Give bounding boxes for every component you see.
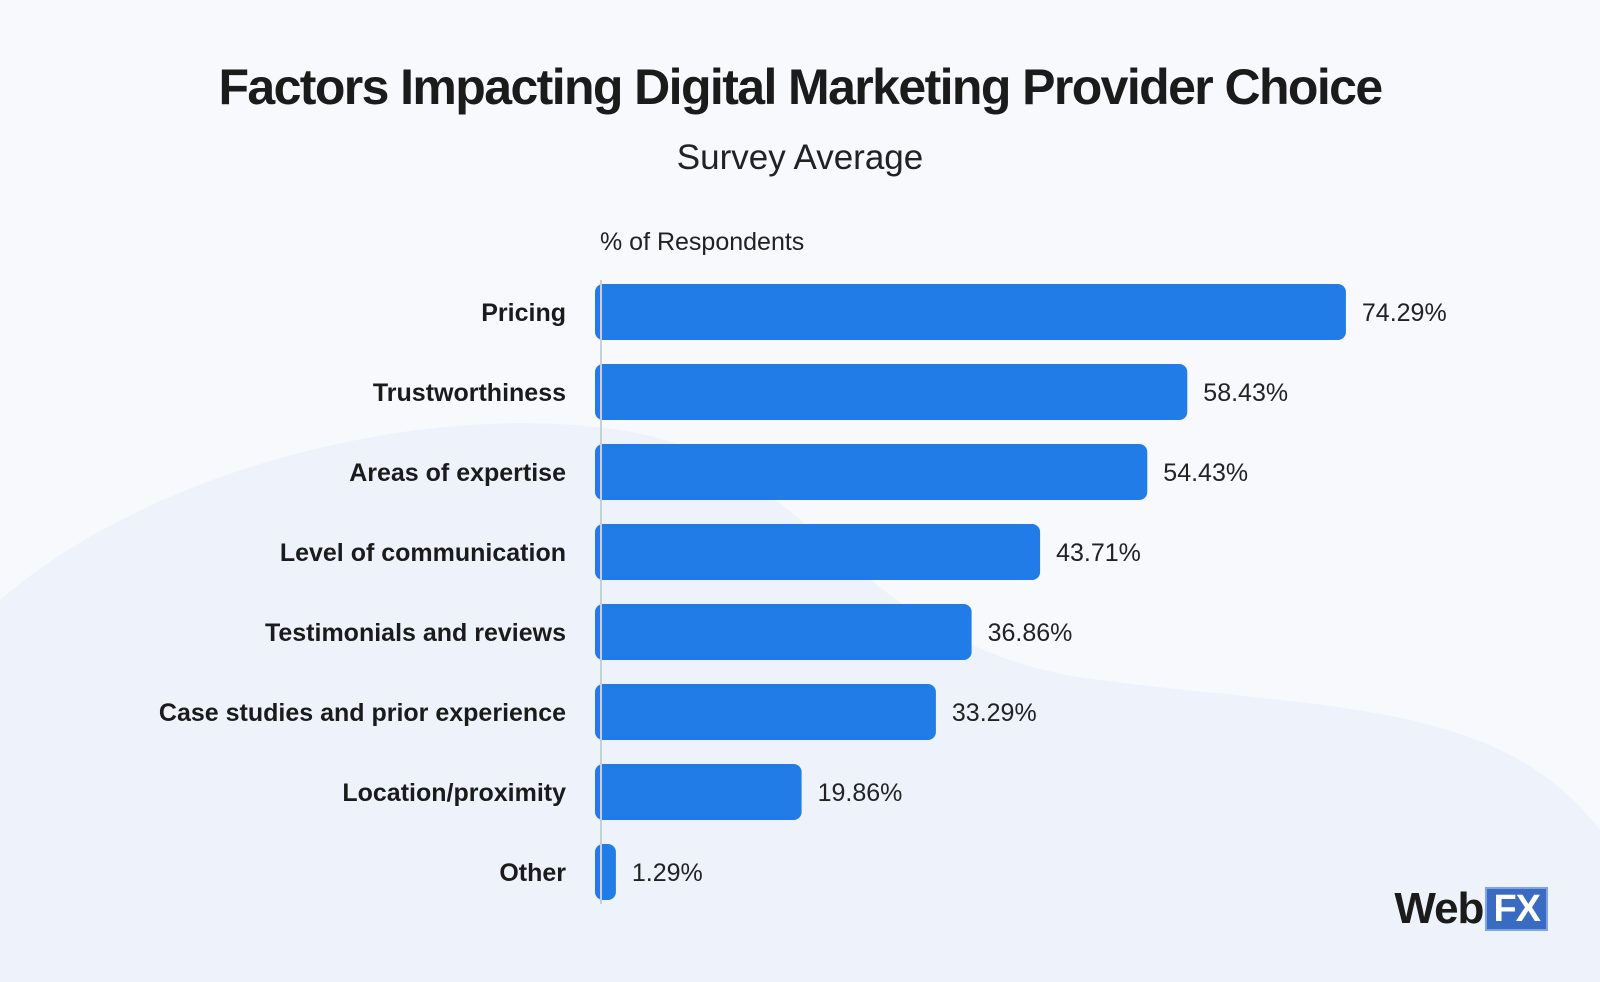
- bar: [595, 284, 1346, 340]
- bar: [595, 524, 1041, 580]
- category-label: Areas of expertise: [349, 459, 566, 487]
- value-label: 58.43%: [1203, 379, 1288, 407]
- value-label: 33.29%: [952, 699, 1037, 727]
- chart-subtitle: Survey Average: [676, 138, 924, 177]
- webfx-logo: Web FX: [1394, 884, 1548, 934]
- value-label: 36.86%: [988, 619, 1073, 647]
- bar: [595, 444, 1148, 500]
- chart-title: Factors Impacting Digital Marketing Prov…: [218, 59, 1383, 115]
- value-label: 54.43%: [1163, 459, 1248, 487]
- logo-fx-box: FX: [1485, 887, 1548, 931]
- bar: [595, 684, 936, 740]
- logo-web-text: Web: [1394, 884, 1484, 933]
- category-label: Location/proximity: [342, 779, 566, 807]
- x-axis-title: % of Respondents: [600, 228, 805, 256]
- category-label: Other: [499, 859, 566, 887]
- value-label: 1.29%: [632, 859, 703, 887]
- bar: [595, 844, 616, 900]
- bar: [595, 364, 1188, 420]
- value-label: 74.29%: [1362, 299, 1447, 327]
- value-label: 19.86%: [818, 779, 903, 807]
- bar: [595, 764, 802, 820]
- category-label: Testimonials and reviews: [265, 619, 566, 647]
- category-label: Pricing: [481, 299, 566, 327]
- category-label: Level of communication: [280, 539, 566, 567]
- category-label: Case studies and prior experience: [159, 699, 566, 727]
- category-label: Trustworthiness: [373, 379, 566, 407]
- bar: [595, 604, 972, 660]
- value-label: 43.71%: [1056, 539, 1141, 567]
